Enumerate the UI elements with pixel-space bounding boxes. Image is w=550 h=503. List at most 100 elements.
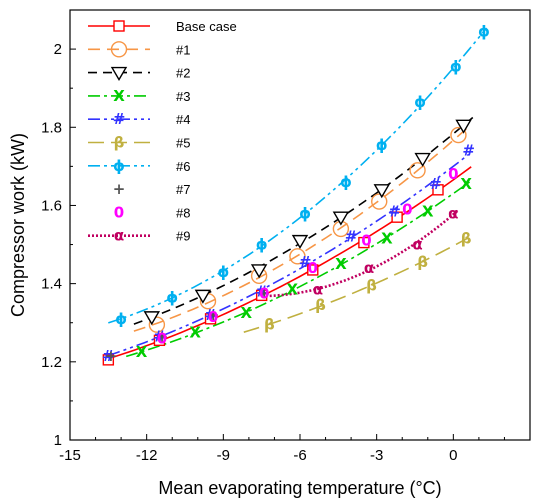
legend-marker: X — [113, 87, 125, 105]
x-tick-label: 0 — [449, 447, 457, 464]
data-point: ϕ — [478, 23, 490, 41]
legend-marker: + — [113, 180, 126, 198]
data-point: X — [422, 202, 434, 220]
data-point: X — [335, 255, 347, 273]
data-point: α — [364, 259, 374, 277]
series-curve — [108, 166, 472, 360]
data-point — [307, 264, 319, 276]
legend-label: #7 — [176, 182, 190, 197]
legend-marker — [110, 41, 128, 58]
legend-label: Base case — [176, 19, 237, 34]
series-curve — [243, 236, 470, 333]
legend-marker: # — [113, 110, 126, 128]
data-point: β — [264, 316, 275, 334]
series-markers: XXXXXXXX#########βββββϕϕϕϕϕϕϕϕϕϕ++++0000… — [102, 23, 490, 366]
data-point: X — [136, 343, 148, 361]
data-point: β — [315, 296, 326, 314]
data-point — [255, 289, 268, 302]
series-curve — [108, 27, 488, 324]
x-axis-title: Mean evaporating temperature (°C) — [158, 478, 441, 498]
legend-label: #8 — [176, 205, 190, 220]
data-point: X — [381, 230, 393, 248]
data-point: β — [417, 253, 428, 271]
x-tick-label: -6 — [293, 447, 306, 464]
y-tick-label: 1.2 — [41, 354, 62, 371]
series-curve — [261, 209, 460, 298]
data-point — [148, 316, 166, 333]
data-point — [291, 234, 309, 250]
data-point: # — [255, 282, 268, 300]
data-point: + — [105, 347, 118, 365]
y-tick-label: 1 — [54, 432, 62, 449]
data-point: 0 — [157, 329, 167, 347]
data-point — [432, 184, 444, 196]
data-point: # — [153, 327, 166, 345]
x-tick-label: -12 — [136, 447, 158, 464]
series-curve — [133, 113, 477, 325]
y-tick-label: 1.4 — [41, 276, 62, 293]
legend-label: #2 — [176, 66, 190, 81]
data-point: X — [460, 175, 472, 193]
data-point — [332, 211, 350, 226]
data-point — [371, 193, 388, 210]
data-point: # — [345, 228, 358, 246]
data-point — [204, 313, 217, 325]
data-point: 0 — [361, 232, 371, 250]
legend-label: #6 — [176, 159, 190, 174]
data-point: α — [448, 204, 458, 222]
data-point: ϕ — [299, 204, 311, 222]
data-point: # — [204, 306, 217, 324]
data-point: + — [156, 327, 169, 345]
data-point: # — [102, 347, 115, 365]
data-point: # — [299, 253, 312, 271]
data-point — [450, 126, 467, 144]
data-point — [391, 211, 403, 223]
y-tick-label: 1.8 — [41, 119, 62, 136]
data-point: ϕ — [376, 136, 388, 154]
data-point — [358, 236, 370, 249]
data-point: + — [207, 306, 220, 324]
legend-label: #4 — [176, 112, 190, 127]
legend-label: #1 — [176, 42, 190, 57]
data-point — [102, 354, 115, 366]
data-point: α — [313, 281, 323, 299]
data-point — [409, 162, 426, 179]
data-point: ϕ — [217, 263, 229, 281]
series-curves — [108, 27, 488, 360]
data-point: # — [429, 175, 442, 193]
data-point — [289, 248, 306, 265]
data-point: ϕ — [115, 310, 127, 328]
legend-label: #9 — [176, 229, 190, 244]
x-tick-label: -15 — [59, 447, 81, 464]
data-point: X — [241, 304, 253, 322]
y-tick-label: 2 — [54, 41, 62, 58]
legend-marker: ϕ — [113, 157, 125, 175]
data-point — [455, 119, 472, 134]
data-point — [194, 289, 212, 304]
legend-marker — [110, 66, 128, 81]
data-point: ϕ — [450, 58, 462, 76]
legend-label: #5 — [176, 136, 190, 151]
data-point: α — [412, 236, 422, 254]
data-point: ϕ — [166, 288, 178, 306]
data-point: 0 — [308, 259, 318, 277]
data-point: ϕ — [414, 93, 426, 111]
legend-marker: β — [114, 134, 125, 152]
legend: Base case #1 #2 X #3 # #4 β #5 ϕ #6 + #7 0 #8 α #9 — [88, 19, 237, 245]
data-point: + — [258, 284, 271, 302]
y-tick-label: 1.6 — [41, 197, 62, 214]
data-point: β — [366, 277, 377, 295]
series-curve — [125, 180, 472, 358]
data-point — [143, 311, 160, 326]
data-point: # — [388, 202, 401, 220]
data-point: 0 — [448, 165, 458, 183]
data-point: ϕ — [256, 236, 268, 254]
legend-marker: 0 — [114, 203, 124, 221]
legend-marker — [113, 20, 125, 32]
x-tick-label: -9 — [217, 447, 230, 464]
data-point: # — [462, 142, 475, 160]
x-tick-label: -3 — [370, 447, 383, 464]
data-point: X — [189, 324, 201, 342]
data-point — [414, 152, 431, 167]
data-point: 0 — [259, 284, 269, 302]
